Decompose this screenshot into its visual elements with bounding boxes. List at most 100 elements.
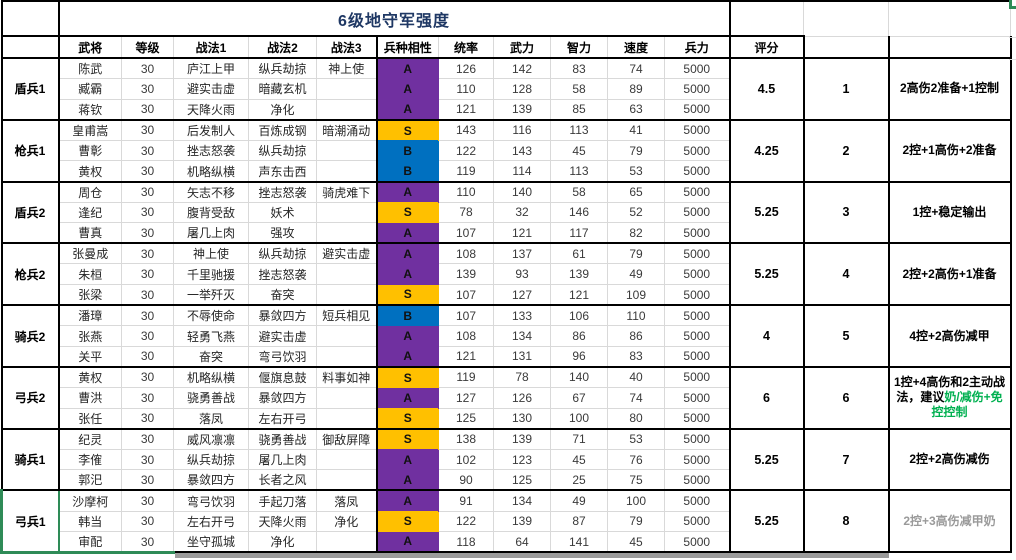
tactic3-cell[interactable] [316,284,378,307]
tactic1-cell[interactable]: 左右开弓 [173,511,249,533]
affinity-cell[interactable]: A [376,469,439,492]
troops-cell[interactable]: 5000 [664,469,731,492]
intelligence-cell[interactable]: 113 [550,160,608,183]
tactic1-cell[interactable]: 屠几上肉 [173,222,249,245]
command-cell[interactable]: 107 [438,222,494,245]
affinity-cell[interactable]: S [376,511,439,532]
group-label-弓兵2[interactable]: 弓兵2 [1,366,60,430]
strength-cell[interactable]: 134 [493,490,551,512]
tactic2-cell[interactable]: 净化 [248,99,317,121]
tactic3-cell[interactable]: 御敌屏障 [316,428,378,450]
speed-cell[interactable]: 52 [607,202,665,224]
level-cell[interactable]: 30 [121,202,174,224]
tactic2-cell[interactable]: 手起刀落 [248,490,317,512]
sheet-title[interactable]: 6级地守军强度 [58,1,731,37]
general-name[interactable]: 郭汜 [58,469,122,492]
empty-cell[interactable] [888,1,1011,37]
general-name[interactable]: 审配 [58,531,122,554]
level-cell[interactable]: 30 [121,119,174,141]
tactic2-cell[interactable]: 挫志怒袭 [248,181,317,203]
command-cell[interactable]: 138 [438,428,494,450]
intelligence-cell[interactable]: 25 [550,469,608,492]
troops-cell[interactable]: 5000 [664,243,731,265]
score-cell[interactable]: 5.25 [729,243,805,307]
level-cell[interactable]: 30 [121,449,174,471]
strength-cell[interactable]: 137 [493,243,551,265]
empty-cell[interactable] [803,1,889,37]
troops-cell[interactable]: 5000 [664,305,731,327]
command-cell[interactable]: 107 [438,305,494,327]
tactic2-cell[interactable]: 暴敛四方 [248,387,317,409]
tactic1-cell[interactable]: 威风凛凛 [173,428,249,450]
affinity-cell[interactable]: A [376,490,439,512]
level-cell[interactable]: 30 [121,366,174,388]
tactic3-cell[interactable] [316,160,378,183]
command-cell[interactable]: 127 [438,387,494,409]
intelligence-cell[interactable]: 146 [550,202,608,224]
rank-cell[interactable]: 1 [803,58,890,121]
command-cell[interactable]: 119 [438,366,494,388]
column-header-6[interactable]: 兵种相性 [376,36,439,59]
tactic1-cell[interactable]: 奋突 [173,346,249,368]
intelligence-cell[interactable]: 83 [550,58,608,80]
general-name[interactable]: 韩当 [58,511,122,533]
score-cell[interactable]: 4.5 [729,58,805,121]
intelligence-cell[interactable]: 141 [550,531,608,554]
rank-cell[interactable]: 3 [803,181,890,245]
intelligence-cell[interactable]: 117 [550,222,608,245]
tactic3-cell[interactable]: 净化 [316,511,378,533]
tactic2-cell[interactable]: 强攻 [248,222,317,245]
tactic2-cell[interactable]: 弯弓饮羽 [248,346,317,368]
comment-cell[interactable]: 2控+1高伤+2准备 [888,119,1012,183]
strength-cell[interactable]: 114 [493,160,551,183]
tactic3-cell[interactable] [316,531,378,554]
general-name[interactable]: 关平 [58,346,122,368]
general-name[interactable]: 黄权 [58,366,122,388]
troops-cell[interactable]: 5000 [664,346,731,368]
score-cell[interactable]: 6 [729,366,805,430]
speed-cell[interactable]: 63 [607,99,665,121]
tactic3-cell[interactable] [316,408,378,430]
tactic3-cell[interactable]: 神上使 [316,58,378,80]
strength-cell[interactable]: 139 [493,511,551,533]
tactic3-cell[interactable] [316,140,378,162]
general-name[interactable]: 张任 [58,408,122,430]
intelligence-cell[interactable]: 71 [550,428,608,450]
column-header-10[interactable]: 速度 [607,36,665,59]
rank-cell[interactable]: 2 [803,119,890,183]
troops-cell[interactable]: 5000 [664,99,731,121]
rank-header-spacer[interactable] [803,36,890,59]
general-name[interactable]: 皇甫嵩 [58,119,122,141]
strength-cell[interactable]: 127 [493,284,551,307]
speed-cell[interactable]: 82 [607,222,665,245]
command-cell[interactable]: 121 [438,99,494,121]
command-cell[interactable]: 126 [438,58,494,80]
score-cell[interactable]: 5.25 [729,181,805,245]
troops-cell[interactable]: 5000 [664,78,731,100]
level-cell[interactable]: 30 [121,408,174,430]
command-cell[interactable]: 102 [438,449,494,471]
strength-cell[interactable]: 142 [493,58,551,80]
intelligence-cell[interactable]: 58 [550,78,608,100]
intelligence-cell[interactable]: 139 [550,263,608,286]
tactic3-cell[interactable]: 暗潮涌动 [316,119,378,141]
tactic2-cell[interactable]: 净化 [248,531,317,554]
affinity-cell[interactable]: A [376,181,439,203]
level-cell[interactable]: 30 [121,284,174,307]
troops-cell[interactable]: 5000 [664,160,731,183]
intelligence-cell[interactable]: 61 [550,243,608,265]
tactic2-cell[interactable]: 长者之风 [248,469,317,492]
tactic3-cell[interactable] [316,222,378,245]
title-spacer-cell[interactable] [1,1,60,37]
speed-cell[interactable]: 79 [607,511,665,533]
tactic1-cell[interactable]: 纵兵劫掠 [173,449,249,471]
speed-cell[interactable]: 65 [607,181,665,203]
troops-cell[interactable]: 5000 [664,325,731,347]
strength-cell[interactable]: 121 [493,222,551,245]
level-cell[interactable]: 30 [121,531,174,554]
rank-cell[interactable]: 5 [803,305,890,368]
tactic2-cell[interactable]: 骁勇善战 [248,428,317,450]
affinity-cell[interactable]: A [376,99,439,121]
command-cell[interactable]: 125 [438,408,494,430]
troops-cell[interactable]: 5000 [664,119,731,141]
